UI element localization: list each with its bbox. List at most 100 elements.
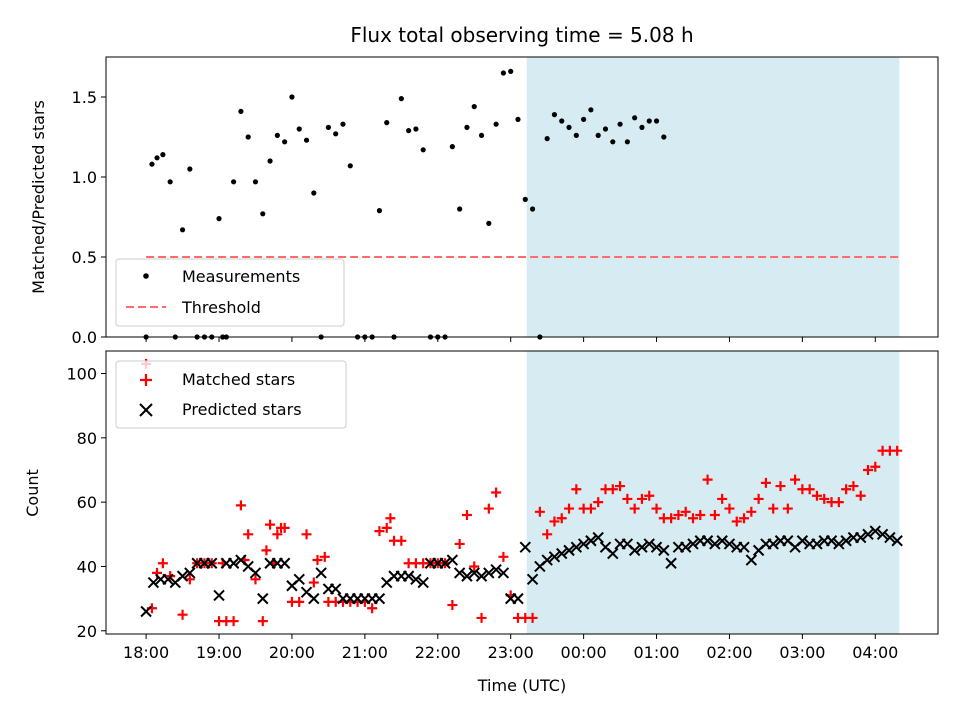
x-tick-label: 18:00: [123, 643, 169, 662]
measurement-point: [154, 155, 160, 161]
measurement-point: [420, 147, 426, 153]
matched-star-point: [454, 538, 465, 549]
predicted-star-point: [577, 538, 590, 550]
predicted-star-point: [570, 541, 583, 553]
predicted-star-point: [162, 573, 174, 586]
predicted-star-point: [257, 592, 269, 605]
matched-star-point: [892, 445, 903, 456]
matched-star-point: [731, 516, 742, 527]
predicted-star-point: [679, 541, 692, 553]
predicted-star-point: [402, 570, 415, 582]
matched-star-point: [294, 596, 305, 607]
x-tick-label: 22:00: [415, 643, 461, 662]
matched-star-point: [739, 513, 750, 524]
legend-predicted-label: Predicted stars: [182, 400, 302, 419]
measurement-point: [252, 179, 259, 185]
observing-window-shade-top: [526, 57, 900, 337]
matched-star-point: [833, 497, 844, 508]
measurement-point: [274, 132, 280, 138]
predicted-star-point: [147, 576, 160, 589]
top-panel-frame: [105, 56, 939, 338]
matched-star-point: [549, 516, 560, 527]
measurement-point: [303, 137, 310, 143]
predicted-star-point: [767, 538, 779, 550]
matched-star-point: [811, 490, 822, 501]
measurement-point: [581, 116, 587, 122]
matched-star-point: [556, 513, 567, 524]
measurement-point: [508, 68, 514, 74]
predicted-star-point: [825, 535, 838, 547]
matched-star-point: [469, 561, 480, 572]
matched-star-point: [717, 493, 728, 504]
measurement-point: [325, 124, 332, 130]
predicted-star-point: [796, 535, 809, 547]
predicted-star-point: [854, 531, 867, 544]
predicted-star-point: [468, 567, 480, 579]
x-axis-label: Time (UTC): [477, 676, 566, 695]
y-tick-label: 1.5: [72, 88, 97, 107]
matched-star-point: [257, 616, 268, 627]
matched-star-point: [804, 484, 815, 495]
matched-star-point: [228, 616, 239, 627]
matched-star-point: [385, 513, 396, 524]
matched-star-point: [483, 503, 494, 514]
matched-star-point: [312, 555, 323, 566]
predicted-star-point: [701, 535, 714, 547]
matched-star-point: [775, 481, 786, 492]
measurement-point: [464, 124, 470, 130]
measurement-point: [522, 196, 528, 202]
measurement-point: [406, 128, 412, 134]
predicted-star-point: [278, 557, 291, 569]
measurement-point: [167, 179, 173, 185]
matched-star-point: [636, 493, 647, 504]
measurement-point: [296, 126, 302, 132]
matched-star-point: [819, 493, 830, 504]
measurement-point: [653, 118, 660, 124]
measurement-point: [632, 115, 638, 121]
predicted-star-point: [840, 535, 852, 547]
matched-star-point: [279, 522, 290, 533]
predicted-star-point: [519, 541, 531, 553]
predicted-star-point: [738, 541, 750, 553]
y-tick-label: 20: [77, 622, 97, 641]
predicted-star-point: [293, 573, 305, 586]
measurement-point: [588, 107, 594, 113]
matched-star-point: [261, 545, 272, 556]
measurement-point: [340, 121, 346, 127]
matched-star-point: [447, 600, 458, 611]
matched-star-point: [790, 474, 801, 485]
predicted-star-point: [227, 557, 240, 569]
predicted-star-point: [315, 567, 327, 579]
predicted-star-point: [607, 547, 619, 560]
matched-star-point: [768, 503, 779, 514]
matched-star-point: [564, 503, 575, 514]
matched-star-point: [746, 506, 757, 517]
matched-star-point: [319, 551, 330, 562]
y-tick-label: 40: [77, 557, 97, 576]
matched-star-point: [374, 526, 385, 537]
predicted-star-point: [650, 541, 663, 553]
matched-star-point: [651, 503, 662, 514]
measurement-point: [267, 158, 273, 164]
chart-title: Flux total observing time = 5.08 h: [350, 23, 693, 47]
predicted-star-point: [439, 557, 451, 569]
matched-star-point: [615, 481, 626, 492]
measurement-point: [544, 136, 550, 142]
predicted-star-point: [548, 551, 561, 563]
measurement-point: [471, 104, 477, 110]
matched-star-point: [848, 481, 859, 492]
measurement-point: [238, 108, 244, 114]
measurement-point: [333, 131, 339, 137]
y-tick-label: 80: [77, 429, 97, 448]
x-tick-label: 23:00: [488, 643, 534, 662]
bottom-x-ticks: 18:00 19:00 20:00 21:00 22:00 23:00 00:00 01:00…: [123, 634, 898, 662]
legend-matched-label: Matched stars: [182, 370, 295, 389]
measurement-point: [486, 220, 492, 226]
matched-star-point: [687, 513, 698, 524]
x-tick-label: 00:00: [561, 643, 607, 662]
matched-star-point: [367, 603, 378, 614]
measurement-point: [347, 163, 353, 169]
predicted-star-point: [628, 544, 641, 557]
predicted-star-point: [643, 538, 655, 550]
measurement-point: [160, 152, 166, 158]
